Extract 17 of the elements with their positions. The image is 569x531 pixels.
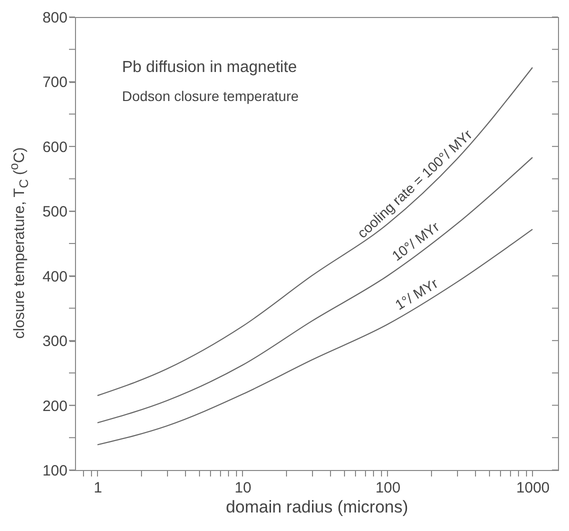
- x-axis-title: domain radius (microns): [226, 498, 408, 516]
- x-tick-label: 1: [94, 480, 102, 496]
- y-tick-label: 300: [42, 333, 68, 350]
- y-tick-label: 600: [42, 138, 68, 156]
- y-tick-label: 100: [42, 462, 68, 480]
- y-tick-label: 700: [42, 74, 68, 92]
- x-tick-label: 10: [234, 480, 252, 496]
- text: 10°/ MYr: [388, 218, 442, 264]
- y-tick-label: 800: [42, 10, 68, 26]
- y-tick-label: 500: [42, 204, 68, 221]
- text: 1°/ MYr: [392, 274, 441, 313]
- y-tick-label: 200: [42, 398, 68, 415]
- x-tick-label: 100: [375, 480, 400, 496]
- text: Dodson closure temperature: [122, 88, 299, 104]
- x-tick-label: 1000: [516, 480, 550, 496]
- y-tick-label: 400: [42, 268, 68, 286]
- text: Pb diffusion in magnetite: [122, 59, 298, 76]
